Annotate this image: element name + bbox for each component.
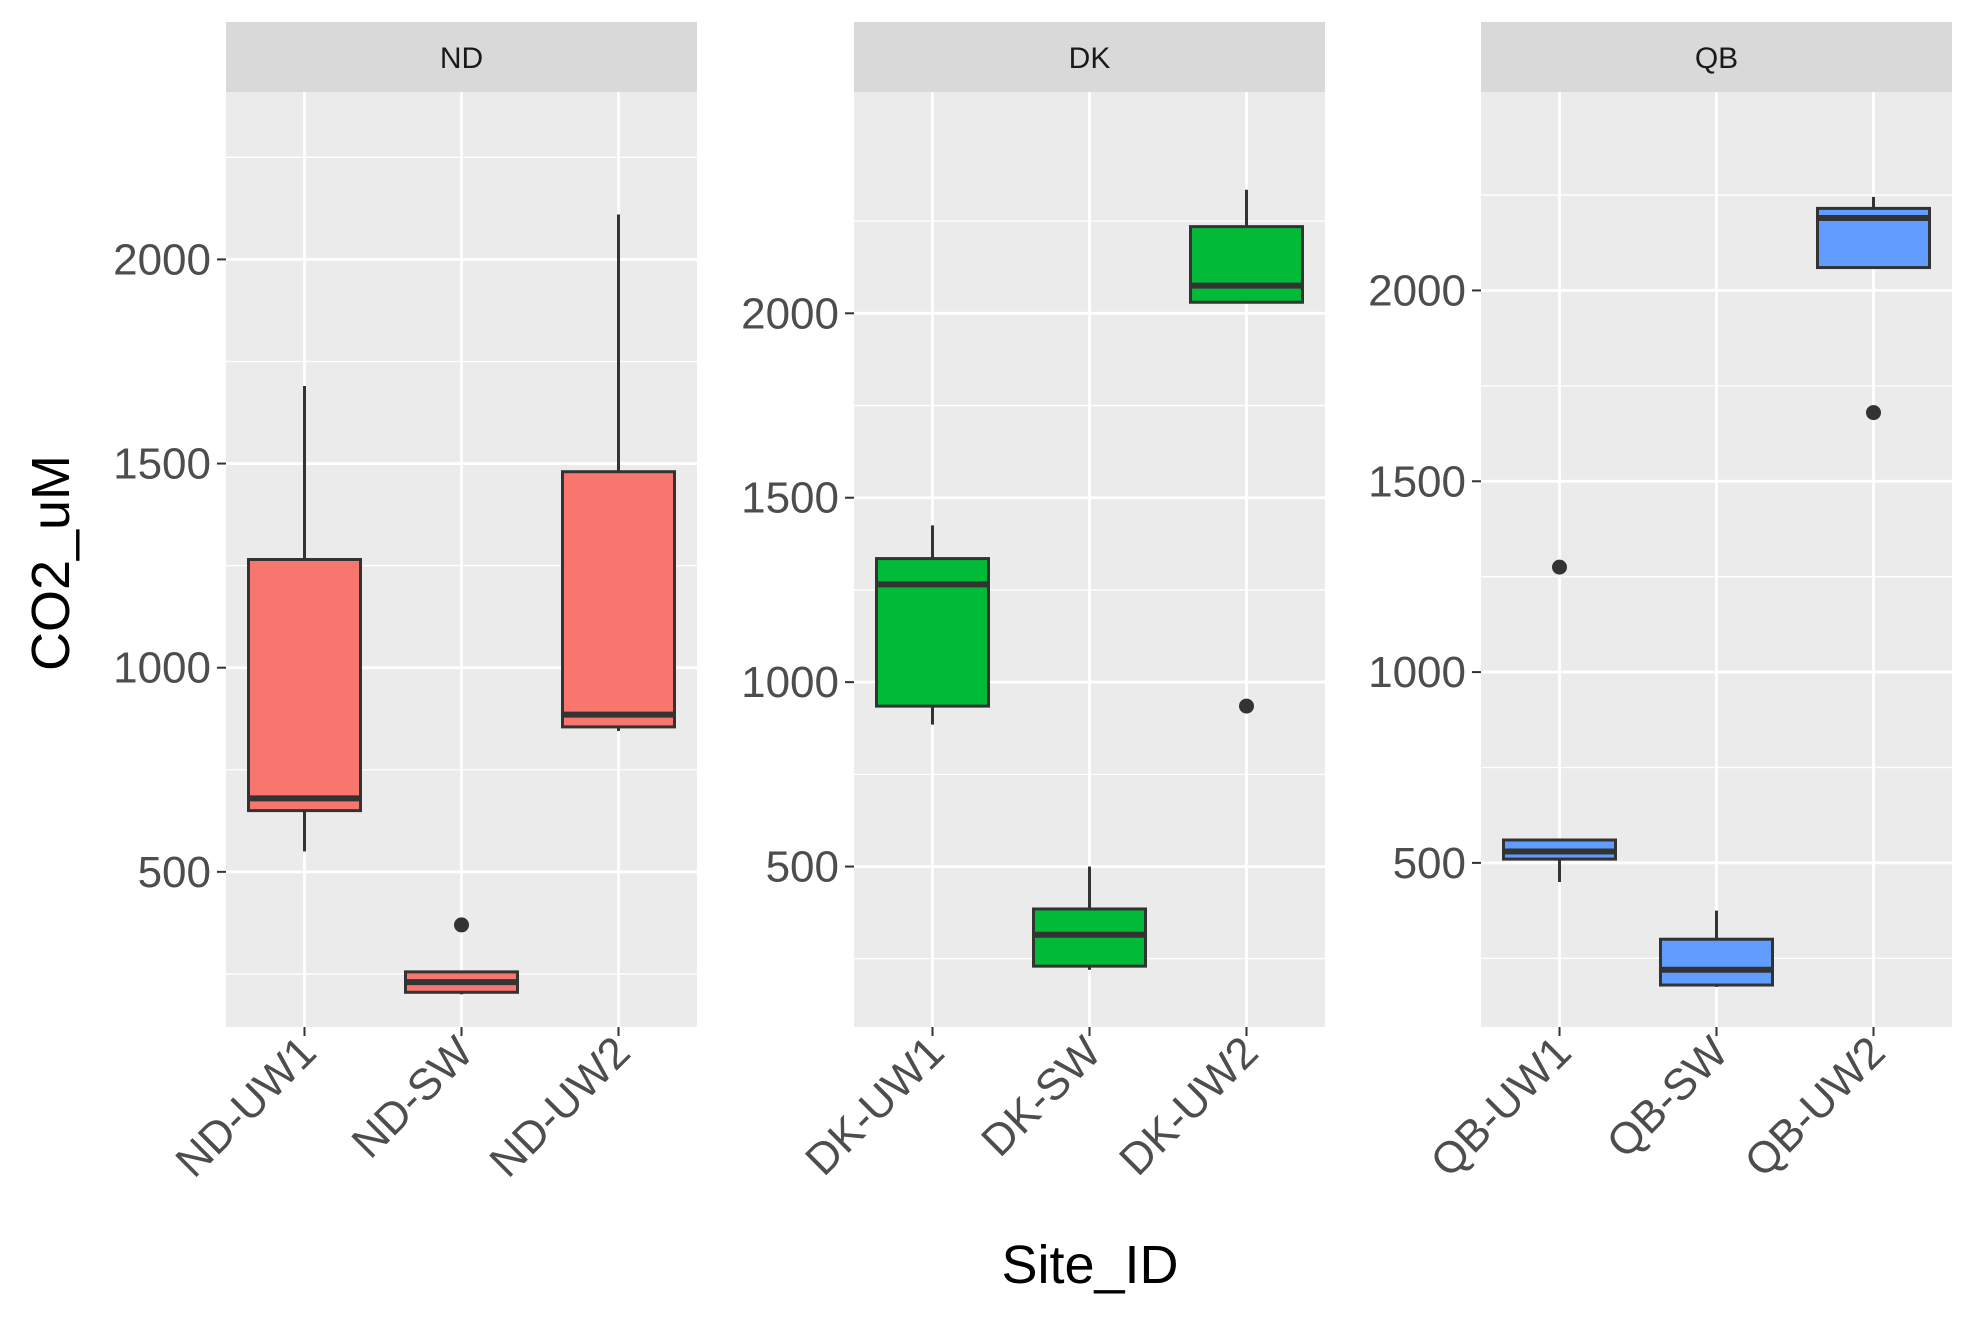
facet-strip-label: DK: [1069, 42, 1111, 75]
outlier-point: [1866, 405, 1881, 421]
y-tick-label: 1000: [741, 658, 839, 707]
box-nd-uw2: [561, 214, 676, 731]
box-qb-uw2: [1816, 196, 1931, 421]
x-tick-label: DK-UW1: [796, 1027, 953, 1184]
y-tick-label: 500: [138, 848, 211, 897]
outlier-point: [1552, 559, 1567, 575]
box-nd-sw: [404, 917, 519, 995]
facet-strip: [1481, 22, 1952, 92]
x-axis-title: Site_ID: [1001, 1235, 1178, 1295]
facet-strip: [854, 22, 1325, 92]
y-tick-label: 500: [1393, 839, 1466, 888]
x-tick-label: ND-UW2: [480, 1027, 639, 1186]
box-qb-uw1: [1502, 559, 1617, 882]
y-tick-label: 1000: [1368, 648, 1466, 697]
box-iqr: [247, 558, 362, 813]
outlier-point: [454, 917, 469, 933]
y-tick-label: 500: [766, 843, 839, 892]
x-tick-label: QB-SW: [1597, 1027, 1737, 1167]
y-axis-title: CO2_uM: [21, 455, 81, 671]
box-dk-sw: [1032, 866, 1147, 970]
box-nd-uw1: [247, 385, 362, 852]
box-iqr: [875, 557, 990, 708]
y-tick-label: 2000: [741, 289, 839, 338]
x-tick-label: ND-UW1: [166, 1027, 325, 1186]
box-iqr: [1189, 225, 1304, 304]
box-dk-uw1: [875, 525, 990, 725]
x-tick-label: ND-SW: [342, 1027, 482, 1167]
y-tick-label: 1500: [1368, 457, 1466, 506]
facet-strip-label: QB: [1695, 42, 1738, 75]
x-tick-label: QB-UW1: [1421, 1027, 1580, 1186]
x-tick-label: DK-UW2: [1110, 1027, 1267, 1184]
y-tick-label: 1000: [113, 644, 211, 693]
facet-strip-label: ND: [440, 42, 483, 75]
y-tick-label: 1500: [741, 474, 839, 523]
facet-strip: [226, 22, 697, 92]
box-qb-sw: [1659, 910, 1774, 987]
outlier-point: [1239, 698, 1254, 714]
box-dk-uw2: [1189, 189, 1304, 714]
box-iqr: [561, 470, 676, 729]
facet-dk: DK 500 1000 1500 2000 DK-UW1 DK-SW DK-UW2: [741, 22, 1325, 1185]
y-tick-label: 1500: [113, 440, 211, 489]
x-tick-label: DK-SW: [972, 1027, 1111, 1166]
y-tick-label: 2000: [113, 235, 211, 284]
box-iqr: [1659, 937, 1774, 987]
y-tick-label: 2000: [1368, 266, 1466, 315]
x-tick-label: QB-UW2: [1735, 1027, 1894, 1186]
